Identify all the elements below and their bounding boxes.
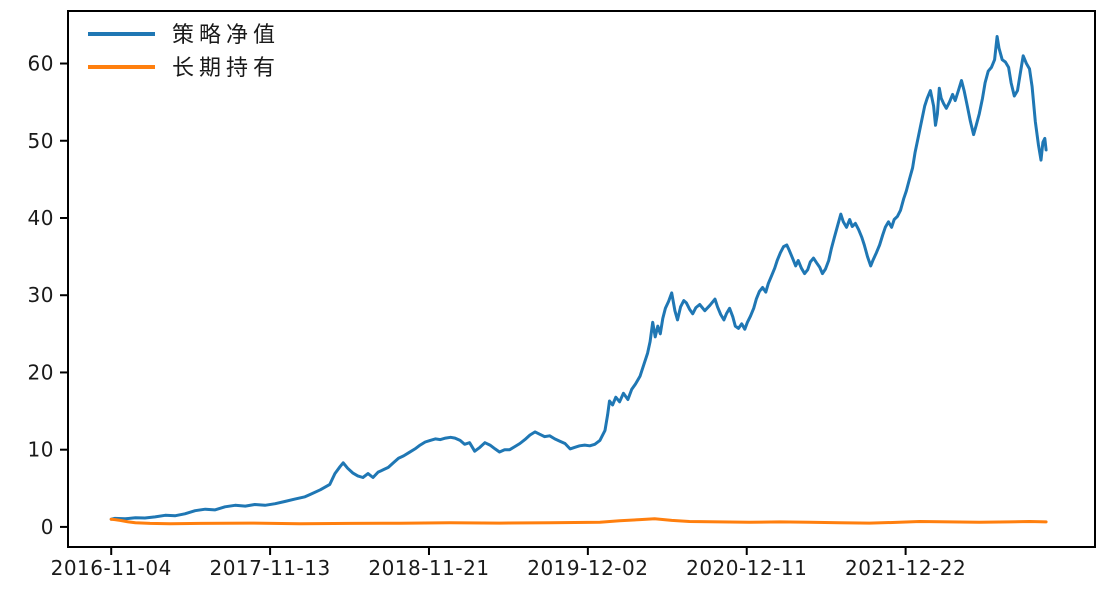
- x-tick-label: 2020-12-11: [686, 556, 807, 580]
- y-tick-label: 10: [28, 438, 54, 462]
- y-tick-label: 0: [41, 515, 54, 539]
- legend-label-long-term-hold: 长期持有: [172, 56, 280, 81]
- y-tick-label: 40: [28, 206, 54, 230]
- y-tick-label: 50: [28, 129, 54, 153]
- plot-border: [67, 10, 1096, 548]
- long-term-hold-line: [109, 517, 1048, 526]
- y-tick-label: 30: [28, 283, 54, 307]
- x-tick-label: 2017-11-13: [209, 556, 330, 580]
- strategy-net-value-line: [109, 35, 1048, 521]
- x-tick-label: 2021-12-22: [845, 556, 966, 580]
- x-tick-label: 2018-11-21: [368, 556, 489, 580]
- y-tick-label: 60: [28, 52, 54, 76]
- legend-label-strategy-net-value: 策略净值: [172, 23, 280, 48]
- x-tick-label: 2016-11-04: [51, 556, 172, 580]
- x-tick-label: 2019-12-02: [527, 556, 648, 580]
- y-tick-label: 20: [28, 360, 54, 384]
